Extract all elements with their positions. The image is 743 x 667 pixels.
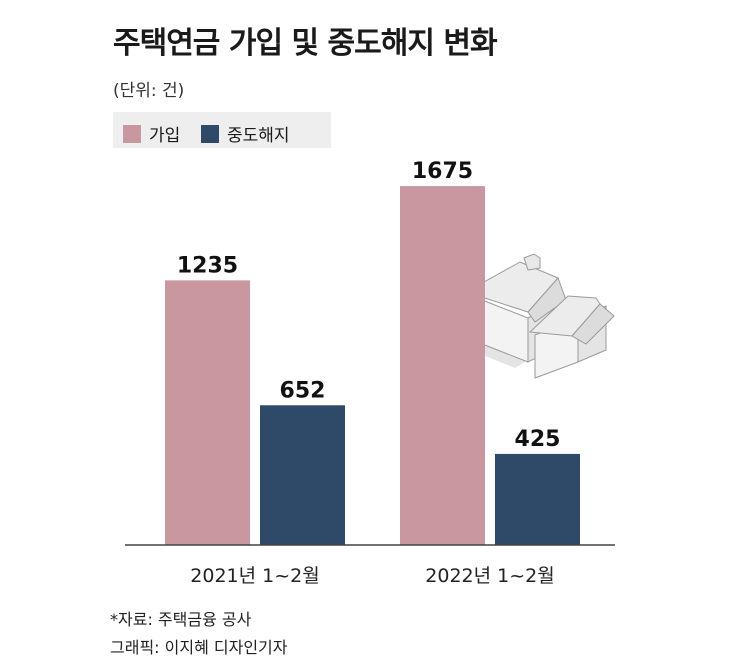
house-icon: [458, 253, 615, 379]
legend-label-cancel: 중도해지: [227, 126, 290, 146]
data-label-join-1: 1235: [177, 253, 238, 278]
category-label-1: 2021년 1~2월: [190, 565, 319, 587]
bar-join-1: [165, 280, 250, 545]
source-note: *자료: 주택금융 공사: [110, 610, 252, 629]
legend-item-join: 가입: [123, 121, 180, 146]
unit-label: (단위: 건): [113, 81, 185, 101]
chart-title: 주택연금 가입 및 중도해지 변화: [113, 26, 498, 61]
data-label-cancel-2: 425: [515, 427, 561, 452]
legend: 가입 중도해지: [113, 112, 331, 148]
data-label-cancel-1: 652: [280, 378, 326, 403]
bar-cancel-2: [495, 453, 580, 545]
legend-item-cancel: 중도해지: [201, 121, 290, 146]
data-label-join-2: 1675: [412, 159, 473, 184]
bar-cancel-1: [260, 405, 345, 545]
legend-label-join: 가입: [149, 126, 181, 146]
legend-swatch-cancel: [201, 124, 219, 143]
bar-join-2: [400, 186, 485, 546]
legend-swatch-join: [123, 124, 141, 143]
category-label-2: 2022년 1~2월: [425, 565, 554, 587]
credit-note: 그래픽: 이지혜 디자인기자: [110, 638, 288, 657]
